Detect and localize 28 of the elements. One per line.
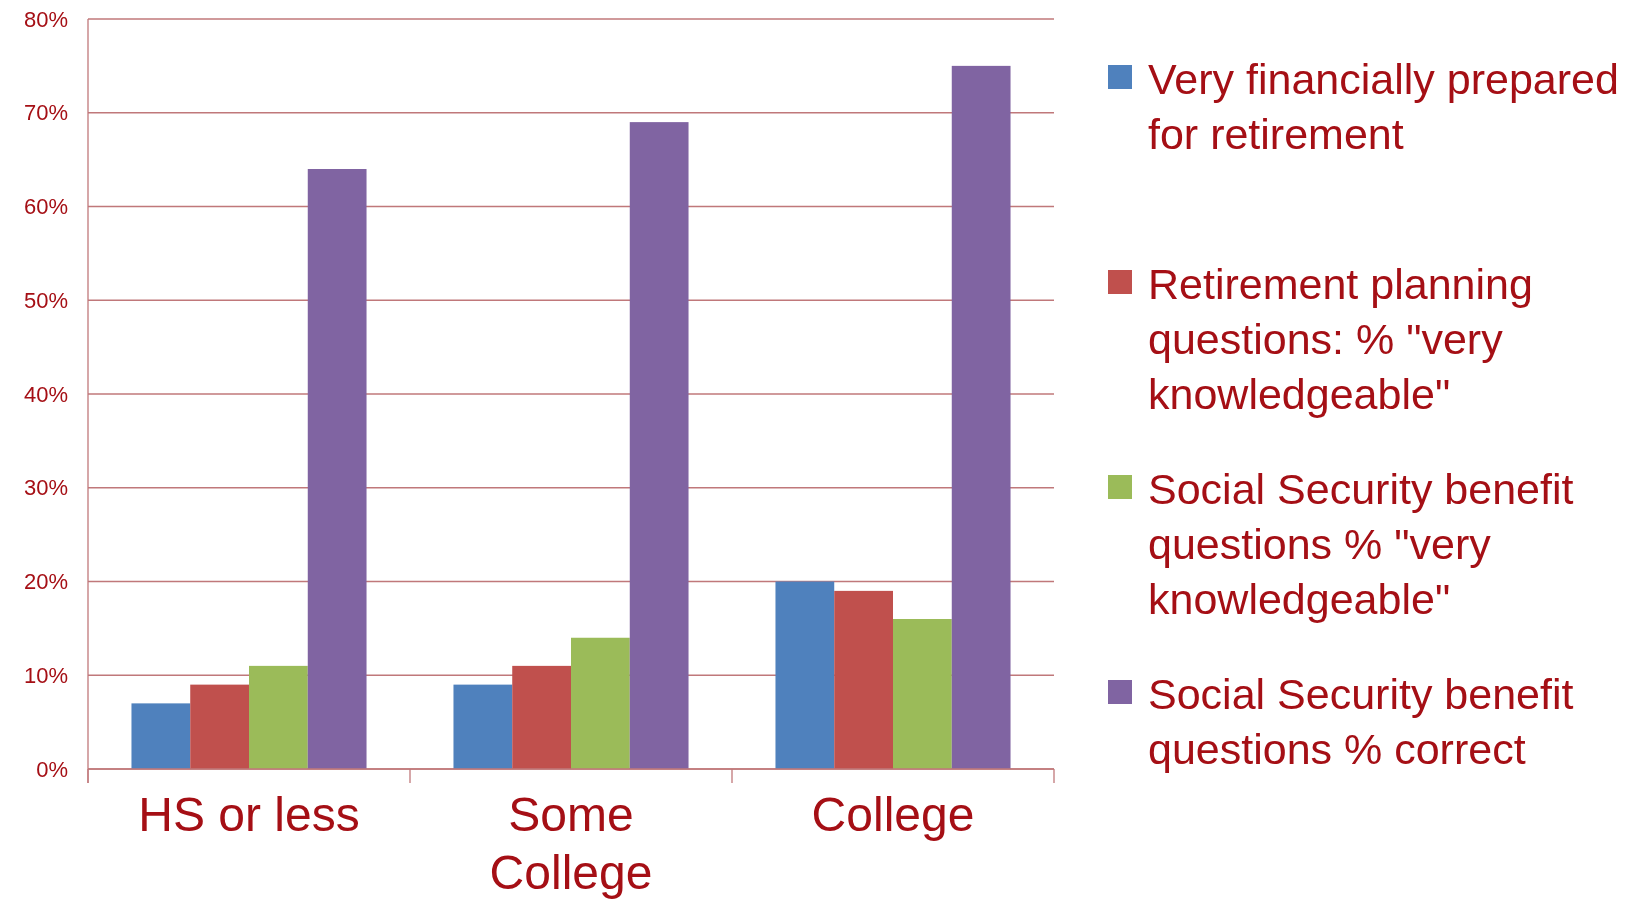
y-tick-label: 70%: [23, 100, 68, 126]
legend-label: Social Security benefit questions % "very knowledgeable": [1148, 465, 1574, 623]
bar: [249, 665, 308, 769]
bar: [512, 665, 571, 769]
bar: [893, 619, 952, 769]
y-tick-label: 60%: [23, 194, 68, 220]
bar: [307, 169, 367, 769]
bar: [131, 703, 191, 769]
bar: [629, 122, 689, 769]
bar: [453, 684, 513, 769]
legend-label: Very financially prepared for retirement: [1148, 55, 1619, 158]
y-tick-label: 20%: [23, 569, 68, 595]
bar: [834, 590, 893, 769]
y-tick-label: 50%: [23, 287, 68, 313]
y-tick-label: 0%: [36, 756, 68, 782]
y-tick-label: 80%: [23, 6, 68, 32]
bar: [571, 637, 630, 769]
x-tick-label: Some College: [489, 788, 653, 899]
bar: [190, 684, 249, 769]
legend-label: Social Security benefit questions % correct: [1148, 670, 1574, 773]
y-tick-label: 30%: [23, 475, 68, 501]
y-tick-label: 10%: [23, 662, 68, 688]
legend-label: Retirement planning questions: % "very knowledgeable": [1148, 260, 1533, 418]
bar: [951, 65, 1011, 769]
x-tick-label: HS or less: [138, 788, 360, 841]
bar: [775, 581, 835, 769]
x-tick-label: College: [811, 788, 975, 841]
y-tick-label: 40%: [23, 381, 68, 407]
